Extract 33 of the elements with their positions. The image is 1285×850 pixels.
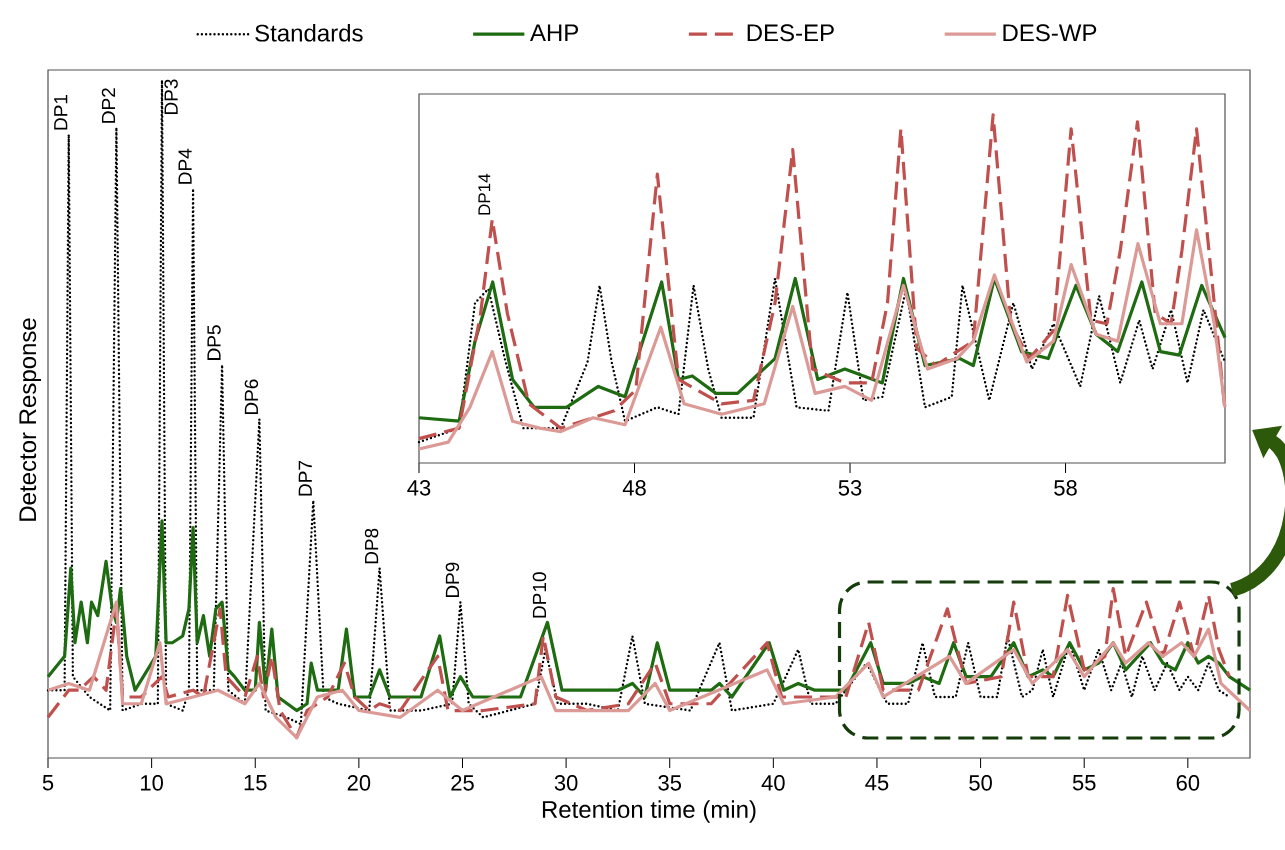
annotation: DP3 — [164, 79, 178, 114]
annotation: DP9 — [445, 562, 460, 598]
x-tick-label: 40 — [761, 775, 785, 791]
x-tick-label: 5 — [42, 775, 54, 791]
legend-label: DES-WP — [1003, 24, 1097, 42]
legend-label: Standards — [255, 24, 363, 42]
x-tick-label: 58 — [1054, 480, 1077, 496]
x-tick-label: 55 — [1072, 775, 1096, 791]
annotation: DP1 — [54, 94, 68, 130]
x-tick-label: 10 — [141, 775, 163, 791]
annotation: DP5 — [207, 325, 221, 360]
annotation: DP2 — [101, 88, 116, 123]
x-tick-label: 60 — [1176, 775, 1200, 791]
annotation: DP10 — [532, 572, 547, 618]
annotation: DP8 — [364, 528, 379, 564]
x-axis-title: Retention time (min) — [542, 800, 756, 823]
x-tick-label: 20 — [347, 775, 371, 791]
annotation: DP6 — [244, 379, 259, 415]
x-tick-label: 45 — [865, 775, 889, 791]
x-tick-label: 15 — [244, 775, 267, 791]
x-tick-label: 30 — [554, 775, 578, 791]
annotation: DP4 — [178, 148, 192, 184]
annotation: DP7 — [298, 460, 312, 496]
x-tick-label: 50 — [969, 775, 992, 791]
x-tick-label: 53 — [838, 480, 862, 496]
legend-label: AHP — [529, 24, 579, 41]
x-tick-label: 43 — [407, 480, 431, 496]
x-tick-label: 25 — [451, 775, 474, 791]
annotation: DP14 — [478, 173, 491, 215]
y-axis-title: Detector Response — [19, 318, 41, 521]
legend-label: DES-EP — [747, 24, 834, 42]
x-tick-label: 35 — [658, 775, 682, 791]
x-tick-label: 48 — [622, 480, 646, 496]
